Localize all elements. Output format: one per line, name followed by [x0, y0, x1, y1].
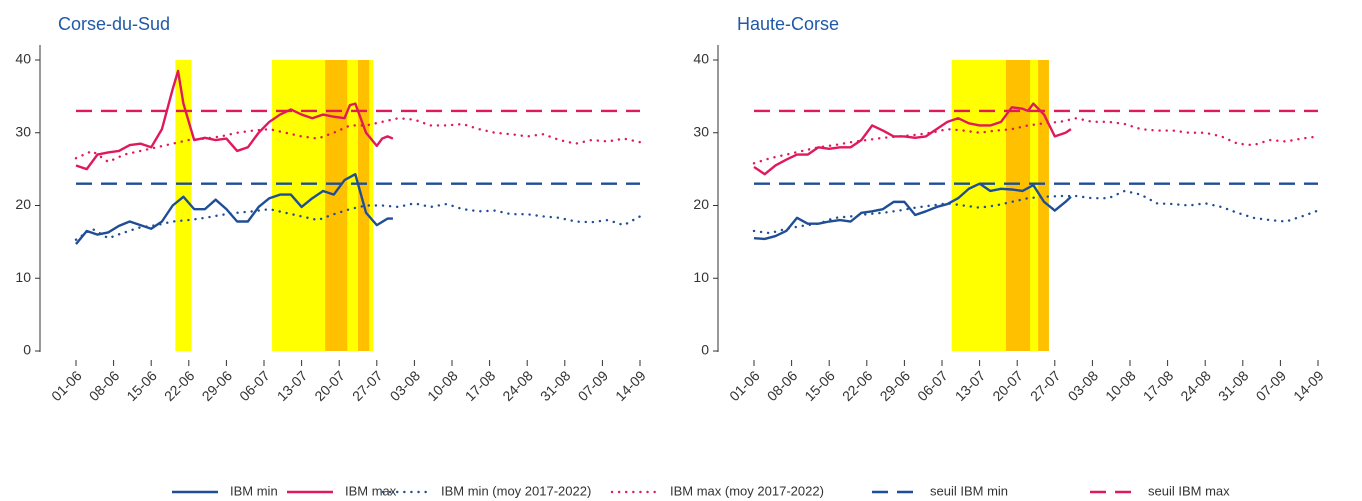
alert-band — [175, 60, 192, 351]
x-tick-label: 03-08 — [387, 367, 424, 404]
x-tick-label: 27-07 — [349, 367, 386, 404]
series-line — [75, 173, 393, 245]
y-tick-label: 10 — [693, 269, 709, 285]
y-tick-label: 30 — [15, 123, 31, 139]
alert-band — [272, 60, 374, 351]
chart-title: Haute-Corse — [737, 14, 839, 34]
legend-label: seuil IBM min — [930, 483, 1008, 498]
y-tick-label: 40 — [15, 51, 31, 67]
series-line — [753, 102, 1072, 176]
x-tick-label: 20-07 — [989, 367, 1026, 404]
y-tick-label: 10 — [15, 269, 31, 285]
legend-label: seuil IBM max — [1148, 483, 1230, 498]
x-tick-label: 13-07 — [274, 367, 311, 404]
x-tick-label: 29-06 — [877, 367, 914, 404]
y-tick-label: 0 — [23, 342, 31, 358]
x-tick-label: 07-09 — [1253, 367, 1290, 404]
x-tick-label: 06-07 — [914, 367, 951, 404]
x-tick-label: 10-08 — [1102, 367, 1139, 404]
x-tick-label: 08-06 — [86, 367, 123, 404]
x-tick-label: 01-06 — [48, 367, 85, 404]
x-tick-label: 06-07 — [236, 367, 273, 404]
x-tick-label: 27-07 — [1027, 367, 1064, 404]
legend-label: IBM min — [230, 483, 278, 498]
legend-label: IBM max — [345, 483, 397, 498]
x-tick-label: 07-09 — [575, 367, 612, 404]
x-tick-label: 13-07 — [952, 367, 989, 404]
y-tick-label: 30 — [693, 123, 709, 139]
alert-band — [951, 60, 1049, 351]
chart-title: Corse-du-Sud — [58, 14, 170, 34]
x-tick-label: 20-07 — [311, 367, 348, 404]
y-tick-label: 20 — [15, 196, 31, 212]
x-tick-label: 31-08 — [537, 367, 574, 404]
series-line — [753, 182, 1072, 241]
y-tick-label: 40 — [693, 51, 709, 67]
x-tick-label: 22-06 — [839, 367, 876, 404]
x-tick-label: 24-08 — [1177, 367, 1214, 404]
x-tick-label: 31-08 — [1215, 367, 1252, 404]
x-tick-label: 08-06 — [764, 367, 801, 404]
x-tick-label: 03-08 — [1065, 367, 1102, 404]
x-tick-label: 15-06 — [123, 367, 160, 404]
x-tick-label: 15-06 — [801, 367, 838, 404]
y-tick-label: 0 — [701, 342, 709, 358]
legend-label: IBM min (moy 2017-2022) — [441, 483, 591, 498]
alert-band — [325, 60, 348, 351]
x-tick-label: 14-09 — [1290, 367, 1327, 404]
y-tick-label: 20 — [693, 196, 709, 212]
x-tick-label: 10-08 — [424, 367, 461, 404]
alert-band — [1038, 60, 1049, 351]
x-tick-label: 14-09 — [612, 367, 649, 404]
x-tick-label: 17-08 — [1140, 367, 1177, 404]
alert-band — [1005, 60, 1031, 351]
x-tick-label: 17-08 — [462, 367, 499, 404]
x-tick-label: 01-06 — [726, 367, 763, 404]
x-tick-label: 29-06 — [199, 367, 236, 404]
legend-label: IBM max (moy 2017-2022) — [670, 483, 824, 498]
x-tick-label: 24-08 — [499, 367, 536, 404]
series-line — [75, 69, 394, 171]
x-tick-label: 22-06 — [161, 367, 198, 404]
